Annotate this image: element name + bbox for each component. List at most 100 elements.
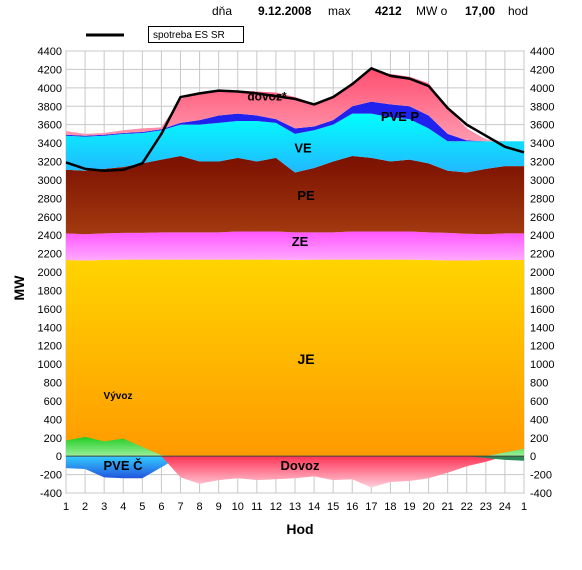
x-tick-label: 22 xyxy=(461,501,473,513)
area-pve-c xyxy=(66,456,524,479)
y-tick-label-right: 0 xyxy=(530,451,536,463)
y-tick-label-right: 3600 xyxy=(530,120,554,132)
y-tick-label-left: 400 xyxy=(44,414,62,426)
y-tick-label-right: 1200 xyxy=(530,341,554,353)
y-tick-label-left: 4000 xyxy=(38,83,62,95)
header-day-label: dňa xyxy=(212,4,233,18)
y-tick-label-right: 3200 xyxy=(530,157,554,169)
y-tick-label-left: 2200 xyxy=(38,249,62,261)
y-tick-label-right: 2200 xyxy=(530,249,554,261)
x-tick-label: 15 xyxy=(327,501,339,513)
line-spotreba-es-sr xyxy=(65,67,525,172)
x-tick-label: 17 xyxy=(365,501,377,513)
area-ze xyxy=(66,231,524,261)
x-tick-label: 24 xyxy=(499,501,511,513)
y-tick-label-left: 800 xyxy=(44,378,62,390)
header-hour-label: hod xyxy=(508,4,529,18)
y-tick-label-right: 4200 xyxy=(530,64,554,76)
y-tick-label-left: 2800 xyxy=(38,193,62,205)
x-axis-label: Hod xyxy=(286,521,313,537)
y-tick-label-left: 1800 xyxy=(38,285,62,297)
y-ticks-right: -400 -200 0 200 400 600 800 1000 1200 1400 1600 180… xyxy=(530,46,554,500)
y-ticks-left: -400 -200 0 200 400 600 800 1000 1200 1400 1600 180… xyxy=(38,46,62,500)
y-tick-label-left: 2400 xyxy=(38,230,62,242)
y-tick-label-left: 3000 xyxy=(38,175,62,187)
label-vyvoz: Vývoz xyxy=(104,391,133,402)
y-tick-label-left: -400 xyxy=(40,488,62,500)
x-tick-label: 5 xyxy=(139,501,145,513)
y-tick-label-right: 3000 xyxy=(530,175,554,187)
y-tick-label-right: 4400 xyxy=(530,46,554,58)
x-tick-label: 20 xyxy=(422,501,434,513)
y-tick-label-right: 1600 xyxy=(530,304,554,316)
label-ze: ZE xyxy=(292,234,309,249)
label-je: JE xyxy=(297,351,314,367)
x-tick-label: 16 xyxy=(346,501,358,513)
area-dovoz-top xyxy=(66,69,524,142)
x-tick-label: 23 xyxy=(480,501,492,513)
y-tick-label-left: 3200 xyxy=(38,157,62,169)
y-tick-label-right: 800 xyxy=(530,378,548,390)
x-tick-label: 14 xyxy=(308,501,320,513)
header-unit-label: MW o xyxy=(416,4,448,18)
area-vyvoz xyxy=(66,436,524,457)
area-pe xyxy=(66,155,524,235)
y-tick-label-left: 2600 xyxy=(38,212,62,224)
y-tick-label-right: 1800 xyxy=(530,285,554,297)
y-tick-label-right: 2600 xyxy=(530,212,554,224)
x-tick-label: 7 xyxy=(177,501,183,513)
y-tick-label-right: 1000 xyxy=(530,359,554,371)
x-tick-label: 21 xyxy=(442,501,454,513)
y-axis-label: MW xyxy=(11,275,27,301)
x-tick-label: 12 xyxy=(270,501,282,513)
stacked-areas xyxy=(66,69,524,488)
x-tick-label: 11 xyxy=(251,501,262,513)
x-tick-label: 1 xyxy=(521,501,527,513)
label-ve: VE xyxy=(294,140,312,155)
y-tick-label-left: 0 xyxy=(56,451,62,463)
label-dovoz-bottom: Dovoz xyxy=(281,458,321,473)
x-tick-label: 6 xyxy=(158,501,164,513)
y-tick-label-left: 2000 xyxy=(38,267,62,279)
header-max-value: 4212 xyxy=(375,4,402,18)
y-tick-label-left: 600 xyxy=(44,396,62,408)
y-tick-label-right: 1400 xyxy=(530,322,554,334)
y-tick-label-right: 600 xyxy=(530,396,548,408)
y-tick-label-right: 400 xyxy=(530,414,548,426)
area-pve-p xyxy=(66,101,524,142)
x-tick-label: 1 xyxy=(63,501,69,513)
legend-entry-spotreba: spotreba ES SR xyxy=(148,26,244,43)
y-tick-label-right: 3800 xyxy=(530,101,554,113)
y-tick-label-left: 4200 xyxy=(38,64,62,76)
x-tick-label: 8 xyxy=(197,501,203,513)
x-tick-label: 19 xyxy=(403,501,415,513)
y-tick-label-right: 2400 xyxy=(530,230,554,242)
y-tick-label-left: 200 xyxy=(44,433,62,445)
y-tick-label-right: 2000 xyxy=(530,267,554,279)
x-ticks: 1 2 3 4 5 6 7 8 9 10 11 12 13 14 15 16 17 18 19 20 21 22 23 24 1 xyxy=(63,501,527,513)
header-date: 9.12.2008 xyxy=(258,4,312,18)
area-ve xyxy=(66,113,524,173)
area-dovoz-bottom xyxy=(66,456,524,488)
header-hour-value: 17,00 xyxy=(465,4,496,18)
x-tick-label: 18 xyxy=(384,501,396,513)
header-max-label: max xyxy=(328,4,351,18)
x-tick-label: 13 xyxy=(289,501,301,513)
area-je xyxy=(66,259,524,457)
y-tick-label-right: 2800 xyxy=(530,193,554,205)
y-tick-label-left: 3600 xyxy=(38,120,62,132)
x-tick-label: 3 xyxy=(101,501,107,513)
y-tick-label-right: 200 xyxy=(530,433,548,445)
y-tick-label-left: 1600 xyxy=(38,304,62,316)
x-tick-label: 4 xyxy=(120,501,126,513)
x-tick-label: 2 xyxy=(82,501,88,513)
series-labels: JE ZE PE VE PVE P dovoz* Vývoz PVE Č Dovoz xyxy=(103,90,419,473)
y-tick-label-right: -400 xyxy=(530,488,552,500)
label-pve-p: PVE P xyxy=(381,109,420,124)
y-tick-label-right: 4000 xyxy=(530,83,554,95)
y-tick-label-right: 3400 xyxy=(530,138,554,150)
y-tick-label-left: 4400 xyxy=(38,46,62,58)
y-tick-label-right: -200 xyxy=(530,470,552,482)
series-lines xyxy=(65,67,525,457)
